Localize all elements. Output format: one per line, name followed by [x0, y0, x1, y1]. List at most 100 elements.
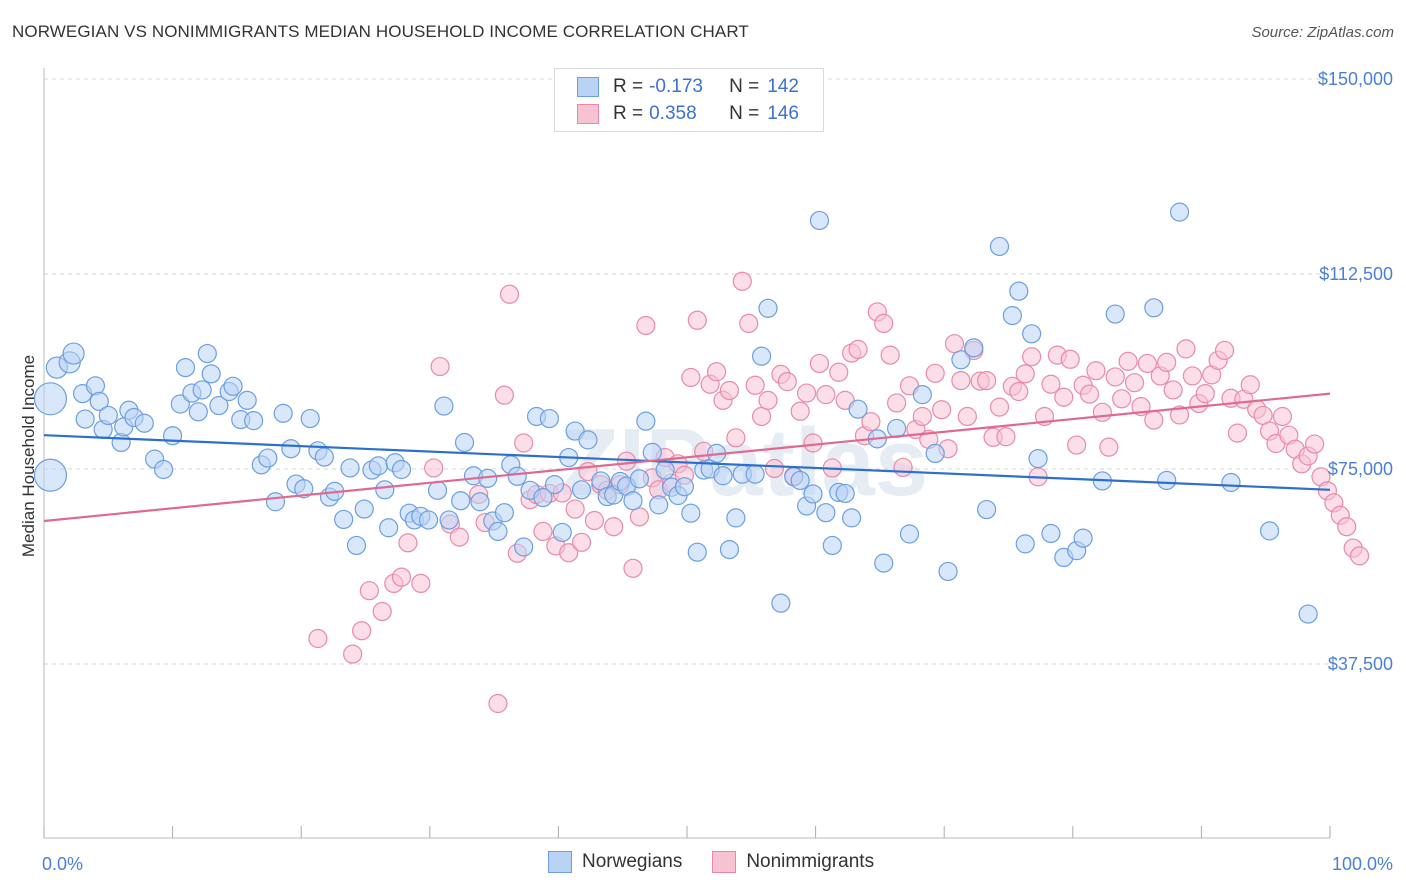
- norwegians-point: [434, 396, 454, 416]
- nonimmigrants-point: [887, 393, 907, 413]
- norwegians-point: [899, 524, 920, 544]
- norwegians-point: [938, 561, 958, 582]
- nonimmigrants-point: [424, 458, 444, 478]
- norwegians-point: [209, 395, 229, 416]
- norwegians-point: [451, 491, 471, 511]
- n-label: N =: [729, 103, 760, 124]
- nonimmigrants-point: [1086, 361, 1106, 381]
- nonimmigrants-point: [1112, 389, 1132, 409]
- nonimmigrants-point: [1349, 546, 1370, 566]
- norwegians-point: [514, 537, 534, 557]
- legend-item-nonimmigrants[interactable]: Nonimmigrants: [712, 851, 874, 873]
- nonimmigrants-point: [1195, 384, 1215, 404]
- norwegians-point: [726, 508, 746, 528]
- nonimmigrants-point: [499, 284, 520, 304]
- nonimmigrants-point: [1079, 384, 1100, 404]
- nonimmigrants-point: [1118, 351, 1138, 371]
- nonimmigrants-point: [1163, 380, 1183, 400]
- legend-item-norwegians[interactable]: Norwegians: [548, 851, 682, 873]
- nonimmigrants-point: [777, 372, 797, 392]
- norwegians-point: [454, 432, 475, 453]
- y-axis-title: Median Household Income: [19, 355, 38, 557]
- norwegians-point: [887, 418, 907, 439]
- nonimmigrants-point: [745, 375, 765, 395]
- nonimmigrants-point: [996, 427, 1016, 447]
- nonimmigrants-point: [893, 457, 913, 478]
- norwegians-point: [334, 509, 354, 530]
- nonimmigrants-point: [352, 621, 372, 641]
- nonimmigrants-point: [1272, 406, 1293, 427]
- nonimmigrants-point: [1124, 373, 1145, 393]
- norwegians-point: [539, 408, 559, 429]
- axes: [43, 68, 1331, 839]
- norwegians-point: [1015, 534, 1035, 554]
- nonimmigrants-legend-swatch: [712, 851, 737, 873]
- nonimmigrants-point: [308, 628, 328, 649]
- nonimmigrants-point: [932, 400, 952, 420]
- norwegians-point: [842, 508, 862, 528]
- nonimmigrants-point: [1304, 434, 1325, 454]
- nonimmigrants-point: [880, 345, 900, 365]
- norwegians-point: [912, 385, 932, 405]
- norwegians-point: [188, 402, 208, 422]
- norwegians-point: [848, 399, 868, 419]
- nonimmigrants-point: [687, 310, 707, 330]
- nonimmigrants-point: [861, 412, 881, 432]
- y-tick-label: $37,500: [1328, 654, 1393, 674]
- nonimmigrants-point: [1214, 340, 1235, 361]
- nonimmigrants-point: [1009, 381, 1029, 402]
- nonimmigrants-point: [1227, 423, 1248, 443]
- norwegians-point: [1169, 202, 1190, 222]
- norwegians-point: [771, 593, 791, 613]
- norwegians-point: [552, 522, 572, 543]
- nonimmigrants-point: [719, 380, 740, 401]
- norwegians-point: [1022, 324, 1042, 344]
- norwegians-trend-line: [43, 434, 1331, 491]
- norwegians-point: [629, 469, 650, 489]
- nonimmigrants-point: [1137, 353, 1157, 374]
- norwegians-point: [713, 466, 733, 486]
- norwegians-point: [300, 408, 320, 429]
- norwegians-point: [85, 376, 106, 396]
- nonimmigrants-point: [874, 313, 894, 333]
- norwegians-legend-swatch: [548, 851, 572, 873]
- source-label: Source: ZipAtlas.com: [1251, 24, 1394, 41]
- legend-label: Nonimmigrants: [746, 851, 875, 872]
- norwegians-point: [649, 495, 669, 515]
- nonimmigrants-point: [430, 356, 450, 377]
- nonimmigrants-point: [1240, 375, 1260, 395]
- norwegians-point: [835, 483, 855, 504]
- norwegians-point: [1259, 521, 1280, 541]
- norwegians-point: [1002, 306, 1022, 326]
- nonimmigrants-point: [989, 397, 1010, 417]
- norwegians-point: [507, 466, 527, 486]
- norwegians-point: [346, 535, 367, 556]
- norwegians-point: [1028, 449, 1048, 469]
- norwegians-point: [719, 539, 740, 560]
- norwegians-point: [294, 479, 314, 499]
- norwegians-point: [674, 477, 695, 497]
- nonimmigrants-point: [559, 543, 579, 563]
- nonimmigrants-point: [1067, 435, 1087, 455]
- nonimmigrants-point: [391, 567, 412, 587]
- norwegians-point: [314, 447, 334, 467]
- y-tick-label: $75,000: [1328, 459, 1393, 479]
- norwegians-point: [197, 343, 217, 364]
- norwegians-point: [809, 210, 830, 231]
- trend-lines: [43, 392, 1331, 523]
- nonimmigrants-point: [488, 693, 508, 714]
- nonimmigrants-point: [494, 385, 514, 405]
- nonimmigrants-point: [1092, 402, 1112, 422]
- nonimmigrants-point: [372, 601, 392, 622]
- norwegians-point: [1009, 281, 1029, 301]
- norwegians-point: [578, 430, 598, 450]
- norwegians-point: [1041, 523, 1061, 544]
- norwegians-point: [33, 382, 68, 416]
- x-tick-label: 0.0%: [42, 854, 83, 874]
- nonimmigrants-point: [1041, 374, 1061, 394]
- nonimmigrants-point: [398, 533, 418, 553]
- norwegians-swatch: [577, 77, 599, 97]
- norwegians-point: [379, 518, 399, 538]
- nonimmigrants-point: [977, 371, 997, 391]
- norwegians-point: [816, 503, 836, 523]
